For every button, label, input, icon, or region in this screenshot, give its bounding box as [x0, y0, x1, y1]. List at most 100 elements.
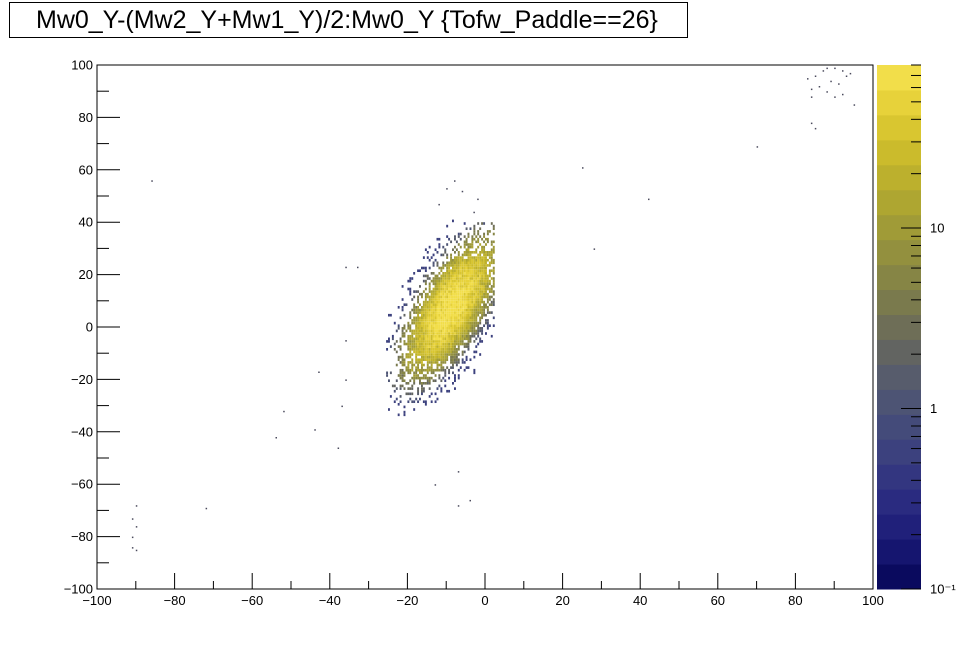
density-cell [471, 235, 474, 238]
density-cell [492, 277, 495, 280]
density-cell [486, 264, 489, 267]
density-cell [430, 332, 433, 335]
density-cell [426, 353, 429, 356]
density-cell [477, 266, 480, 270]
density-cell [413, 376, 416, 380]
density-cell [465, 295, 468, 299]
density-cell [469, 295, 472, 299]
density-cell [488, 311, 491, 314]
density-cell [473, 285, 476, 288]
x-tick-label: 40 [633, 593, 647, 608]
density-cell [486, 253, 489, 257]
density-cell [434, 319, 437, 322]
density-cell [471, 251, 474, 254]
density-cell [446, 295, 449, 299]
density-cell [424, 382, 427, 385]
y-tick-label: −20 [71, 372, 93, 387]
density-cell [424, 342, 427, 346]
density-cell [413, 295, 416, 299]
density-cell [475, 277, 478, 280]
density-cell [438, 287, 441, 291]
density-cell [461, 292, 464, 296]
density-cell [490, 334, 493, 338]
density-cell [452, 279, 454, 283]
density-cell [461, 272, 464, 275]
density-cell [419, 308, 421, 312]
density-cell [409, 345, 412, 348]
density-cell [419, 332, 421, 335]
x-tick-label: 60 [711, 593, 725, 608]
density-cell [421, 337, 423, 341]
density-cell [469, 300, 472, 304]
density-cell [440, 353, 443, 356]
density-cell [463, 235, 466, 238]
density-cell [442, 361, 445, 364]
density-cell [448, 300, 451, 304]
density-cell [411, 298, 414, 301]
density-cell [424, 266, 427, 270]
density-cell [399, 368, 402, 372]
density-cell [428, 332, 431, 335]
density-cell [492, 224, 495, 228]
density-cell [488, 324, 491, 328]
palette-segment [877, 264, 921, 291]
density-cell [411, 353, 414, 356]
density-cell [426, 274, 429, 278]
density-cell [459, 237, 462, 241]
density-cell [430, 342, 433, 346]
density-cell [454, 350, 456, 354]
density-cell [409, 327, 412, 330]
density-cell [465, 290, 468, 293]
density-cell [419, 316, 421, 320]
density-cell [469, 274, 472, 278]
stray-point [818, 86, 821, 88]
stray-point [810, 122, 813, 125]
density-cell [399, 387, 402, 390]
density-cell [438, 316, 441, 320]
density-cell [450, 272, 453, 275]
density-cell [463, 258, 466, 262]
density-cell [452, 274, 454, 278]
density-cell [438, 285, 441, 288]
density-cell [457, 261, 460, 265]
density-cell [405, 382, 408, 385]
density-cell [481, 269, 484, 273]
density-cell [452, 264, 454, 267]
density-cell [442, 313, 445, 317]
density-cell [467, 324, 470, 328]
density-cell [483, 253, 486, 257]
stray-point [205, 507, 208, 510]
density-cell [454, 300, 456, 304]
density-cell [388, 337, 390, 341]
density-cell [483, 235, 486, 238]
density-cell [434, 277, 437, 280]
density-cell [436, 358, 439, 362]
density-cell [452, 298, 454, 301]
density-cell [397, 374, 400, 377]
density-cell [475, 285, 478, 288]
density-cell [467, 282, 470, 286]
density-cell [459, 337, 462, 341]
density-cell [467, 308, 470, 312]
density-cell [430, 345, 433, 348]
stray-point [283, 410, 285, 413]
density-cell [488, 264, 491, 267]
density-cell [413, 321, 416, 325]
density-cell [436, 337, 439, 341]
density-cell [411, 337, 414, 341]
density-cell [490, 258, 493, 262]
density-cell [415, 290, 418, 293]
density-cell [438, 319, 441, 322]
density-cell [438, 327, 441, 330]
density-cell [434, 350, 437, 354]
density-cell [471, 240, 474, 244]
density-cell [485, 243, 487, 246]
density-cell [444, 353, 447, 356]
density-cell [479, 308, 482, 312]
density-cell [479, 251, 482, 254]
density-cell [426, 355, 429, 359]
density-cell [409, 379, 412, 383]
density-cell [479, 337, 482, 341]
density-cell [469, 277, 472, 280]
density-cell [459, 258, 462, 262]
